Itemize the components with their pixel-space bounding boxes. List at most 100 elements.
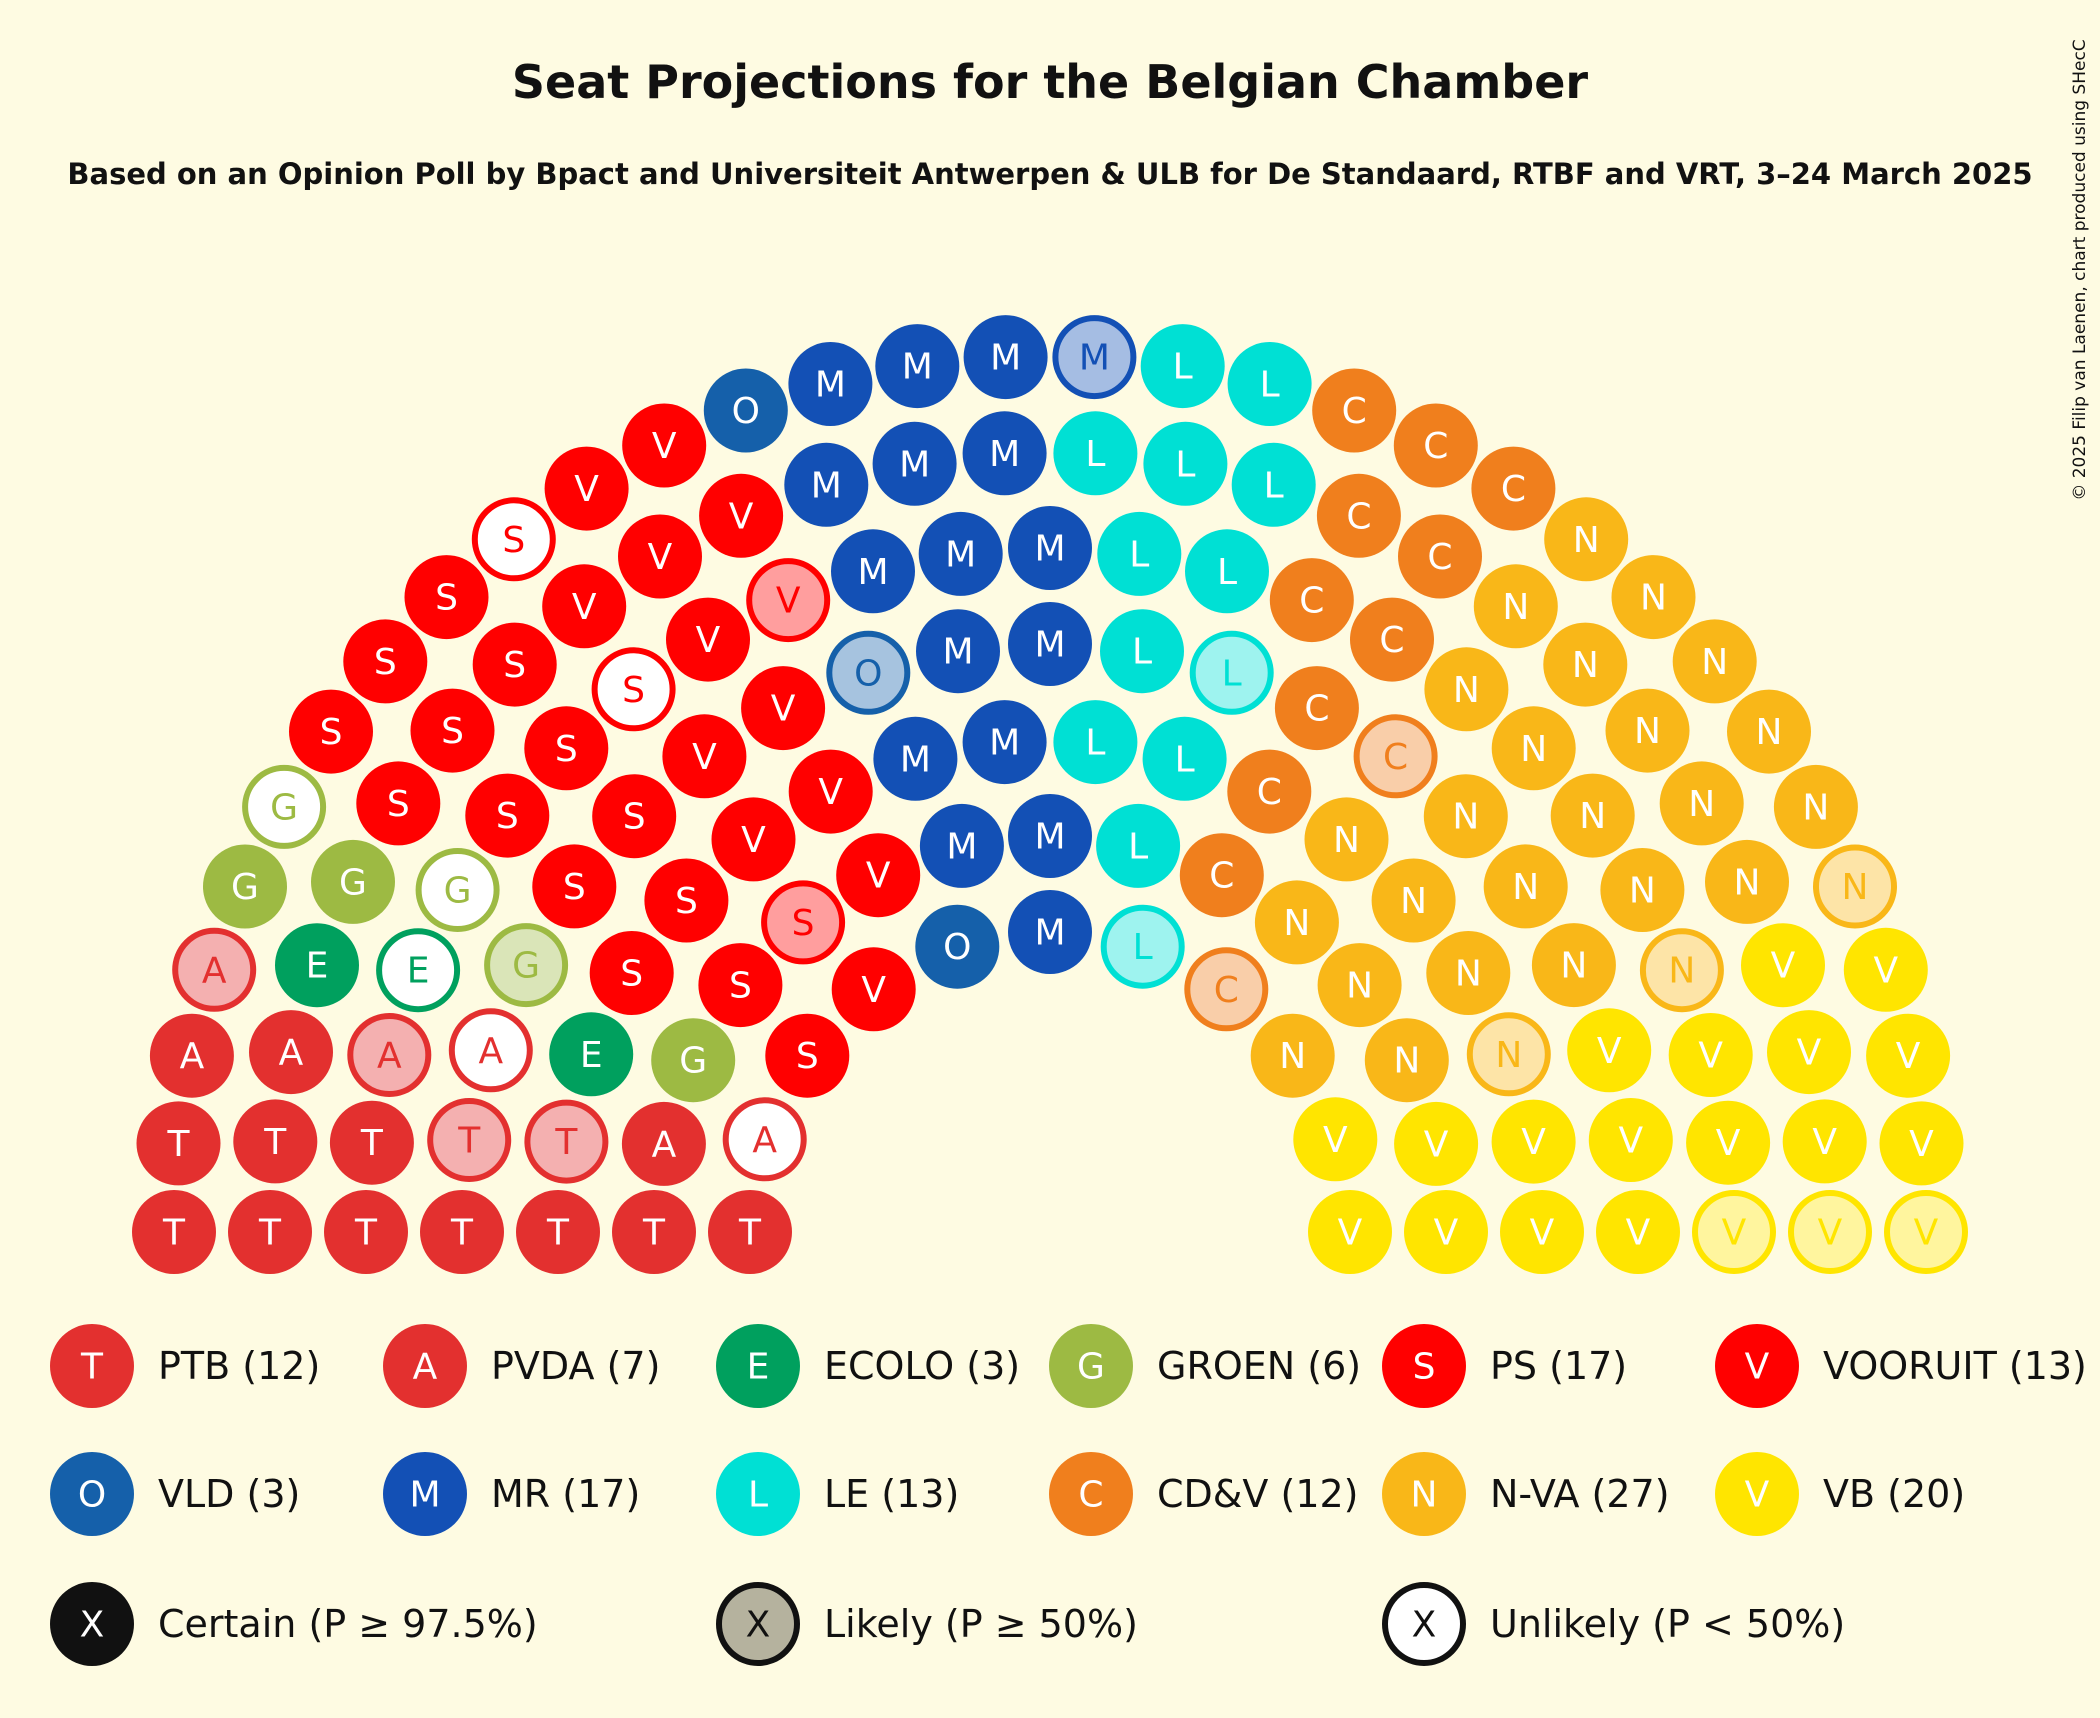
legend-letter: O	[78, 1475, 106, 1516]
seat-vb-certain: V	[1866, 1013, 1951, 1098]
seat-ps-certain: S	[698, 943, 783, 1028]
seat-le-certain: L	[1227, 342, 1312, 426]
seat-mr-certain: M	[1008, 890, 1092, 974]
seat-letter: V	[1521, 1122, 1546, 1163]
seat-letter: S	[622, 670, 645, 711]
seat-vb-certain: V	[1404, 1190, 1488, 1274]
seat-letter: M	[1034, 625, 1065, 666]
seat-ps-certain: S	[289, 689, 373, 774]
seat-letter: V	[1434, 1213, 1459, 1254]
seat-letter: V	[1873, 950, 1898, 991]
status-label: Unlikely (P < 50%)	[1490, 1602, 1845, 1646]
seat-letter: L	[1129, 534, 1149, 575]
seat-cdv-certain: C	[1179, 833, 1264, 918]
seat-nva-certain: N	[1672, 619, 1757, 704]
seat-letter: C	[1209, 856, 1234, 897]
seat-letter: V	[1424, 1124, 1449, 1165]
seat-vooruit-certain: V	[836, 833, 921, 918]
seat-letter: A	[279, 1033, 304, 1074]
seat-letter: S	[503, 645, 526, 686]
seat-letter: V	[741, 820, 766, 861]
status-legend-unlikely: X Unlikely (P < 50%)	[1382, 1582, 1845, 1666]
seat-vooruit-likely: V	[746, 558, 831, 643]
seat-letter: N	[1455, 954, 1482, 995]
seat-le-certain: L	[1140, 324, 1225, 409]
legend-swatch	[383, 1452, 467, 1536]
seat-ps-unlikely: S	[471, 497, 556, 582]
legend-label: N-VA (27)	[1490, 1472, 1670, 1516]
seat-le-certain: L	[1053, 411, 1138, 496]
seat-cdv-certain: C	[1227, 749, 1312, 834]
seat-ps-certain: S	[343, 619, 428, 704]
seat-nva-certain: N	[1317, 943, 1402, 1028]
seat-letter: G	[270, 787, 298, 828]
seat-vb-certain: V	[1843, 927, 1928, 1012]
legend-letter: A	[413, 1347, 438, 1388]
seat-le-likely: L	[1189, 630, 1274, 715]
seat-letter: S	[796, 1036, 819, 1077]
seat-letter: G	[679, 1041, 707, 1082]
legend-item-vb: V VB (20)	[1715, 1452, 1965, 1536]
seat-letter: M	[811, 465, 842, 506]
seat-le-certain: L	[1231, 442, 1316, 527]
seat-vooruit-certain: V	[831, 947, 916, 1032]
seat-vb-certain: V	[1596, 1190, 1680, 1274]
seat-letter: V	[1909, 1124, 1934, 1165]
status-swatch	[50, 1582, 134, 1666]
seat-letter: E	[407, 951, 430, 992]
seat-letter: V	[1626, 1213, 1651, 1254]
seat-letter: T	[546, 1213, 570, 1254]
seat-letter: L	[1085, 434, 1105, 475]
seat-groen-unlikely: G	[415, 848, 500, 932]
seat-cdv-likely: C	[1353, 714, 1438, 799]
seat-letter: V	[1716, 1123, 1741, 1164]
seat-letter: T	[162, 1213, 186, 1254]
legend-letter: T	[80, 1347, 104, 1388]
seat-vb-certain: V	[1308, 1190, 1392, 1274]
status-swatch	[1382, 1582, 1466, 1666]
seat-ptb-likely: T	[427, 1098, 512, 1182]
seat-letter: M	[902, 347, 933, 388]
seat-letter: V	[771, 689, 796, 730]
seat-letter: C	[1423, 426, 1448, 467]
seat-nva-certain: N	[1550, 773, 1635, 858]
seat-mr-certain: M	[918, 511, 1003, 596]
legend-item-nva: N N-VA (27)	[1382, 1452, 1670, 1536]
legend-letter: G	[1077, 1347, 1105, 1388]
seat-letter: N	[1560, 946, 1587, 987]
seat-vb-certain: V	[1668, 1013, 1753, 1097]
legend-item-vooruit: V VOORUIT (13)	[1715, 1324, 2087, 1408]
seat-letter: V	[776, 581, 801, 622]
status-label: Likely (P ≥ 50%)	[824, 1602, 1138, 1646]
seat-letter: N	[1346, 966, 1373, 1007]
seat-vooruit-certain: V	[662, 714, 747, 799]
seat-letter: V	[1618, 1121, 1643, 1162]
seat-nva-certain: N	[1544, 497, 1629, 582]
seat-mr-certain: M	[1008, 602, 1092, 686]
seat-nva-certain: N	[1304, 797, 1389, 882]
seat-ptb-certain: T	[324, 1190, 408, 1274]
legend-label: ECOLO (3)	[824, 1344, 1020, 1388]
status-legend: X Certain (P ≥ 97.5%) X Likely (P ≥ 50%) X Un…	[50, 1582, 1845, 1666]
seat-letter: N	[1629, 871, 1656, 912]
seat-pvda-certain: A	[149, 1013, 234, 1098]
seat-letter: S	[792, 903, 815, 944]
seat-pvda-unlikely: A	[722, 1097, 807, 1182]
seat-letter: E	[580, 1035, 603, 1076]
copyright-note: © 2025 Filip van Laenen, chart produced …	[2070, 39, 2090, 500]
seat-cdv-certain: C	[1274, 666, 1359, 751]
seat-letter: N	[1634, 711, 1661, 752]
seat-letter: S	[387, 784, 410, 825]
seat-ptb-certain: T	[612, 1190, 696, 1274]
seat-letter: V	[1896, 1036, 1921, 1077]
seat-letter: M	[989, 434, 1020, 475]
seat-mr-certain: M	[831, 529, 915, 614]
legend-letter: E	[747, 1347, 770, 1388]
seat-letter: G	[444, 871, 472, 912]
chart-title: Seat Projections for the Belgian Chamber	[512, 55, 1589, 109]
seat-vb-certain: V	[1767, 1010, 1851, 1095]
seat-letter: L	[1132, 632, 1152, 673]
status-label: Certain (P ≥ 97.5%)	[158, 1602, 538, 1646]
seat-letter: V	[1338, 1213, 1363, 1254]
